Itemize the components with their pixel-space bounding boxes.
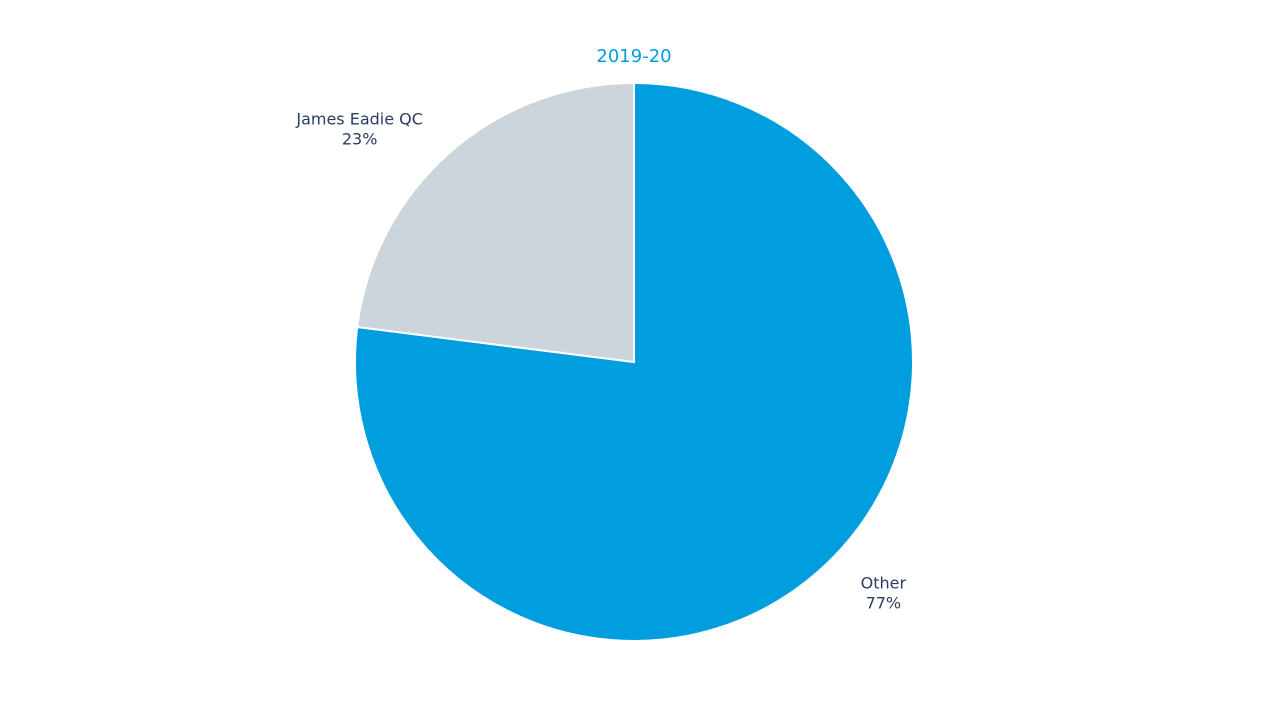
slice-value: 23% <box>342 130 378 149</box>
chart-title: 2019-20 <box>596 46 671 67</box>
slice-label: Other <box>861 573 907 592</box>
slice-label: James Eadie QC <box>295 110 423 129</box>
slice-value: 77% <box>866 593 902 612</box>
pie-slice <box>356 81 635 364</box>
